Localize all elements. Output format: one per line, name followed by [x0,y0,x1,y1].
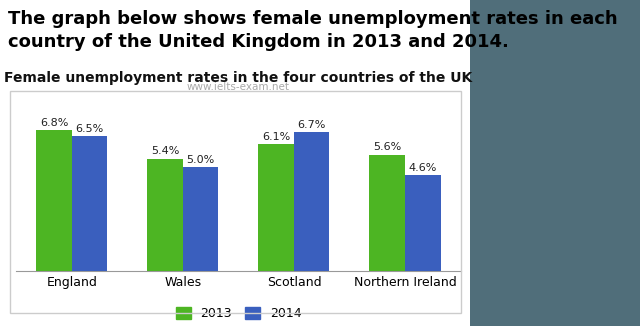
Bar [183,167,218,271]
Text: 5.0%: 5.0% [186,155,215,165]
Bar [259,144,294,271]
Text: 5.6%: 5.6% [373,142,401,152]
Bar [147,159,183,271]
Bar [294,132,330,271]
Legend: 2013, 2014: 2013, 2014 [170,302,307,325]
Text: 6.5%: 6.5% [76,124,104,134]
Text: 5.4%: 5.4% [151,146,179,156]
Text: 4.6%: 4.6% [408,163,437,173]
Bar [72,136,108,271]
Bar [369,155,405,271]
Title: Female unemployment rates in the four countries of the UK: Female unemployment rates in the four co… [4,71,472,85]
Bar [405,175,440,271]
Text: The graph below shows female unemployment rates in each
country of the United Ki: The graph below shows female unemploymen… [8,10,618,51]
Text: 6.7%: 6.7% [298,120,326,130]
Text: www.ielts-exam.net: www.ielts-exam.net [187,82,290,92]
Bar [36,130,72,271]
Text: 6.8%: 6.8% [40,117,68,127]
Text: 6.1%: 6.1% [262,132,291,142]
